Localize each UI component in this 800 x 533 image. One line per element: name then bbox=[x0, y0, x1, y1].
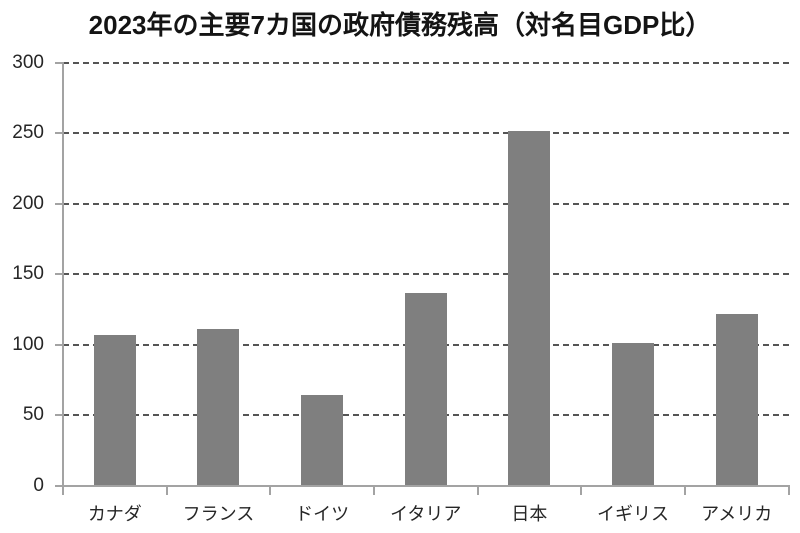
bar bbox=[404, 292, 447, 486]
gridline bbox=[63, 132, 789, 135]
x-category-label: 日本 bbox=[511, 503, 548, 524]
x-category-label: アメリカ bbox=[701, 503, 773, 524]
chart-title: 2023年の主要7カ国の政府債務残高（対名目GDP比） bbox=[88, 10, 712, 40]
x-category-label: フランス bbox=[182, 503, 255, 524]
bar bbox=[715, 313, 758, 486]
y-tick-label: 200 bbox=[12, 192, 44, 214]
y-tick-label: 50 bbox=[22, 404, 44, 426]
y-axis-tick bbox=[55, 414, 63, 417]
y-axis bbox=[62, 62, 64, 487]
x-axis-tick bbox=[683, 485, 686, 495]
y-axis-tick bbox=[55, 202, 63, 205]
y-axis-tick bbox=[55, 273, 63, 276]
bar bbox=[197, 329, 240, 486]
x-axis-tick bbox=[62, 485, 64, 495]
gridline bbox=[63, 62, 789, 64]
gridline bbox=[63, 202, 789, 205]
x-category-label: カナダ bbox=[87, 503, 142, 524]
x-axis-tick bbox=[269, 485, 272, 495]
x-axis-tick bbox=[787, 485, 790, 495]
y-axis-tick bbox=[55, 62, 63, 64]
x-category-label: イタリア bbox=[390, 503, 462, 524]
bar bbox=[93, 334, 136, 486]
y-tick-label: 250 bbox=[12, 122, 44, 144]
y-tick-label: 150 bbox=[12, 263, 44, 285]
x-axis-tick bbox=[580, 485, 583, 495]
y-axis-tick bbox=[55, 343, 63, 346]
x-category-label: イギリス bbox=[597, 503, 670, 524]
y-tick-label: 0 bbox=[33, 474, 44, 496]
y-axis-tick bbox=[55, 484, 63, 487]
bar bbox=[508, 130, 551, 486]
x-axis-tick bbox=[476, 485, 479, 495]
x-axis bbox=[62, 484, 790, 487]
gridline bbox=[63, 273, 789, 276]
y-tick-label: 300 bbox=[12, 52, 44, 73]
bar bbox=[301, 395, 344, 486]
y-tick-label: 100 bbox=[12, 333, 44, 355]
x-axis-tick bbox=[165, 485, 168, 495]
y-axis-tick bbox=[55, 132, 63, 135]
x-axis-tick bbox=[372, 485, 375, 495]
bar bbox=[612, 343, 655, 486]
x-category-label: ドイツ bbox=[295, 503, 350, 524]
